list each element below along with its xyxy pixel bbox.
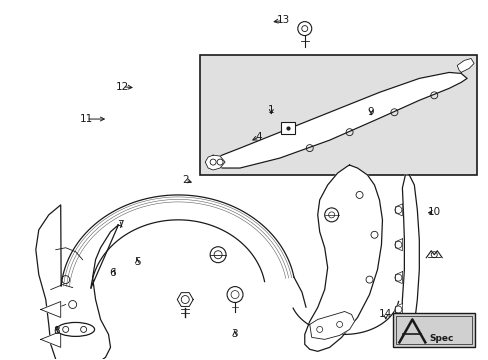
Text: 5: 5 [134,257,141,267]
Text: 7: 7 [117,220,123,230]
Polygon shape [41,302,61,318]
Text: 8: 8 [54,325,60,336]
Text: 11: 11 [80,114,93,124]
Text: 3: 3 [231,329,238,339]
Polygon shape [395,272,402,284]
Polygon shape [41,332,61,347]
Text: 13: 13 [276,15,289,26]
Text: 9: 9 [367,107,374,117]
Polygon shape [456,58,473,72]
Text: 4: 4 [255,132,262,142]
FancyBboxPatch shape [393,314,474,347]
Polygon shape [177,293,193,306]
Bar [280,122,294,134]
Polygon shape [395,204,402,216]
Text: 6: 6 [109,268,116,278]
Polygon shape [205,155,224,170]
Ellipse shape [57,323,94,336]
Bar [200,55,476,175]
Polygon shape [304,165,382,351]
Text: 12: 12 [116,82,129,92]
Polygon shape [395,239,402,251]
Text: 14: 14 [378,310,391,319]
Polygon shape [309,311,354,339]
Polygon shape [401,175,419,345]
Text: 2: 2 [182,175,188,185]
Bar [396,316,471,345]
Text: 10: 10 [427,207,440,217]
Text: Spec: Spec [428,334,453,343]
Polygon shape [215,72,466,168]
Polygon shape [395,303,402,315]
Text: 1: 1 [267,105,274,115]
